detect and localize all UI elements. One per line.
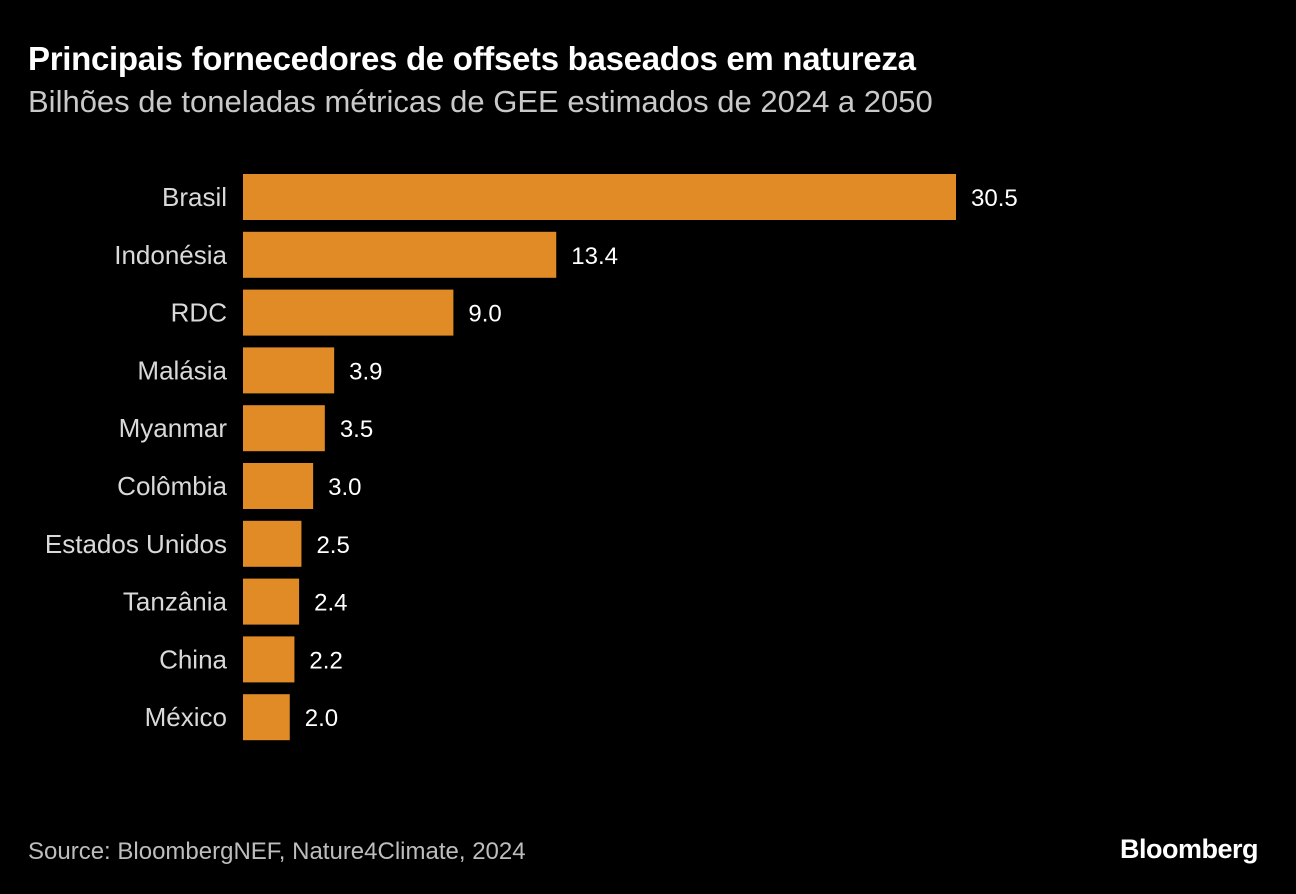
bar-9: [243, 694, 290, 741]
bar-4: [243, 405, 325, 452]
bar-chart: Brasil 30.5 Indonésia 13.4 RDC 9.0 Malásia 3.9 M…: [45, 174, 1018, 741]
value-label: 2.0: [305, 705, 338, 732]
value-label: 9.0: [468, 301, 501, 328]
category-label: Indonésia: [114, 240, 227, 270]
bar-2: [243, 289, 454, 336]
value-label: 2.2: [309, 647, 342, 674]
category-label: México: [145, 702, 227, 732]
bloomberg-logo: Bloomberg: [1119, 834, 1259, 864]
bar-7: [243, 578, 300, 625]
value-label: 30.5: [971, 185, 1018, 212]
bar-3: [243, 347, 335, 394]
value-label: 3.0: [328, 474, 361, 501]
category-label: China: [159, 644, 227, 674]
category-label: Myanmar: [119, 413, 228, 443]
category-label: Brasil: [162, 182, 227, 212]
value-label: 13.4: [571, 243, 618, 270]
category-label: Colômbia: [117, 471, 227, 501]
bar-0: [243, 174, 956, 220]
bar-5: [243, 463, 314, 509]
value-label: 2.5: [316, 532, 349, 559]
category-label: Tanzânia: [123, 587, 228, 617]
value-label: 3.9: [349, 358, 382, 385]
value-label: 2.4: [314, 590, 347, 617]
chart-subtitle: Bilhões de toneladas métricas de GEE est…: [28, 84, 933, 119]
chart-title: Principais fornecedores de offsets basea…: [28, 40, 916, 77]
bar-1: [243, 231, 557, 278]
category-label: Malásia: [137, 355, 227, 385]
bar-8: [243, 636, 295, 683]
category-label: Estados Unidos: [45, 529, 227, 559]
value-label: 3.5: [340, 416, 373, 443]
category-label: RDC: [171, 298, 227, 328]
source-note: Source: BloombergNEF, Nature4Climate, 20…: [28, 838, 526, 865]
bar-6: [243, 520, 302, 567]
